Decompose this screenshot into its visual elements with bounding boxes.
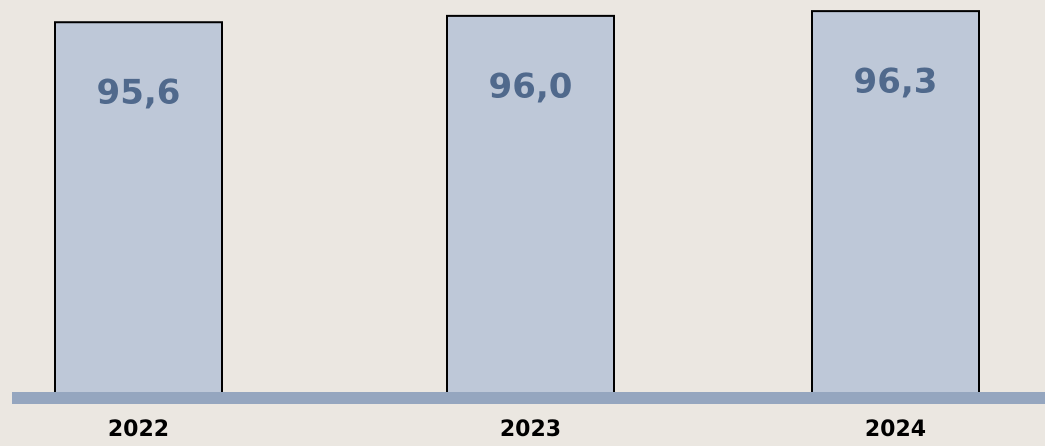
x-tick-label: 2024: [865, 417, 926, 442]
bar: [54, 21, 223, 399]
value-label: 96,3: [854, 62, 938, 102]
value-label: 95,6: [97, 73, 181, 113]
x-tick-label: 2022: [108, 417, 169, 442]
value-label: 96,0: [489, 66, 573, 106]
baseline: [12, 392, 1045, 404]
bar: [446, 14, 615, 398]
bar: [811, 10, 980, 399]
x-tick-label: 2023: [500, 417, 561, 442]
